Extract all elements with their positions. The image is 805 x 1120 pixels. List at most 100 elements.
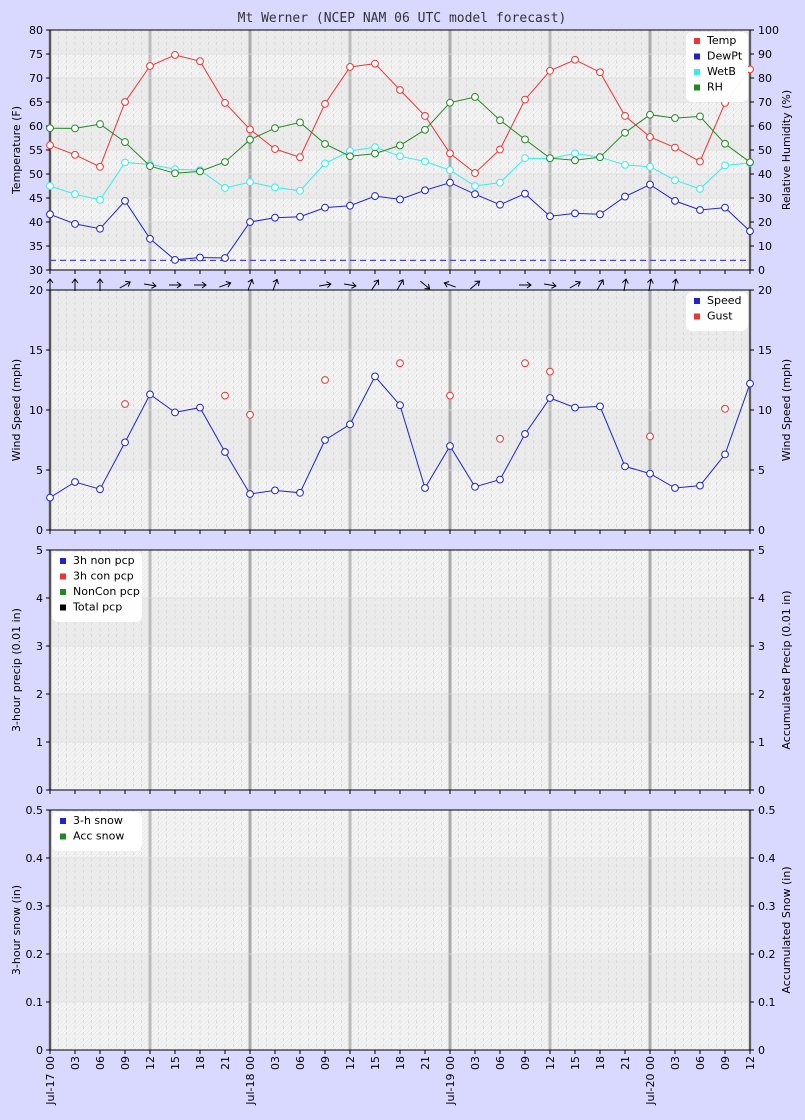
arrow-shaft: [319, 283, 331, 287]
arrow-shaft: [344, 283, 356, 287]
arrow-shaft: [247, 279, 253, 291]
legend-label: Speed: [707, 294, 741, 307]
wind-arrow-icon: [96, 278, 104, 291]
data-point-dewpt: [746, 227, 754, 236]
wind-arrow-icon: [519, 281, 532, 289]
data-point-temp: [146, 62, 154, 70]
y2-tick-label: 2: [758, 688, 765, 701]
chart-title: Mt Werner (NCEP NAM 06 UTC model forecas…: [238, 11, 567, 26]
y2-tick-label: 10: [758, 240, 772, 253]
data-point-wetb: [496, 178, 504, 187]
arrow-head: [247, 278, 254, 285]
y-tick-label: 0.3: [26, 900, 44, 913]
y-tick-label: 65: [29, 96, 43, 109]
x-tick-label: 15: [169, 1056, 182, 1070]
legend-label: 3h non pcp: [73, 554, 135, 567]
data-point-rh: [496, 116, 504, 125]
y-tick-label: 50: [29, 168, 43, 181]
y-tick-label: 30: [29, 264, 43, 277]
y-tick-label: 45: [29, 192, 43, 205]
data-point-rh: [421, 125, 429, 134]
wind-arrow-icon: [371, 279, 380, 291]
arrow-shaft: [272, 279, 278, 291]
x-tick-label: 12: [744, 1056, 757, 1070]
wind-arrow-icon: [144, 282, 157, 289]
y2-tick-label: 0.4: [758, 852, 776, 865]
y-tick-label: 0: [36, 784, 43, 797]
y-tick-label: 4: [36, 592, 43, 605]
y-tick-label: 2: [36, 688, 43, 701]
arrow-shaft: [569, 281, 581, 289]
data-point-speed: [471, 482, 479, 491]
data-point-speed: [71, 478, 79, 486]
data-point-dewpt: [196, 253, 204, 262]
legend-label: 3h con pcp: [73, 570, 134, 583]
data-point-dewpt: [571, 209, 579, 218]
data-point-gust: [321, 376, 329, 384]
x-tick-label: Jul-19 00: [444, 1056, 457, 1106]
data-point-dewpt: [521, 189, 529, 198]
y2-tick-label: 70: [758, 96, 772, 109]
data-point-speed: [746, 379, 754, 388]
data-point-wetb: [46, 182, 54, 190]
y2-tick-label: 100: [758, 24, 779, 37]
data-point-dewpt: [221, 254, 229, 262]
y2-tick-label: 0: [758, 524, 765, 537]
legend-swatch: [60, 833, 66, 840]
data-point-speed: [421, 484, 429, 492]
data-point-temp: [496, 145, 504, 154]
legend-swatch: [60, 818, 66, 824]
x-tick-label: Jul-17 00: [44, 1056, 57, 1106]
data-point-gust: [246, 410, 254, 419]
y2-tick-label: 0: [758, 264, 765, 277]
data-point-speed: [721, 450, 729, 459]
data-point-dewpt: [71, 220, 79, 228]
data-point-speed: [621, 462, 629, 471]
data-point-rh: [171, 169, 179, 178]
wind-arrow-icon: [169, 281, 182, 289]
x-tick-label: 09: [719, 1056, 732, 1070]
data-point-temp: [671, 143, 679, 152]
data-point-rh: [621, 128, 629, 137]
y2-tick-label: 80: [758, 72, 772, 85]
data-point-speed: [121, 438, 129, 447]
y2-tick-label: 60: [758, 120, 772, 133]
arrow-head: [71, 278, 79, 284]
y-tick-label: 10: [29, 404, 43, 417]
data-point-dewpt: [271, 213, 279, 222]
wind-arrow-icon: [71, 278, 79, 291]
x-tick-label: 18: [194, 1056, 207, 1070]
data-point-wetb: [696, 184, 704, 193]
data-point-dewpt: [471, 190, 479, 199]
panels-group: 3035404550556065707580010203040506070809…: [10, 24, 793, 1106]
arrow-head: [672, 278, 679, 284]
arrow-head: [443, 281, 450, 288]
legend-swatch: [60, 589, 66, 595]
wind-arrow-icon: [344, 282, 357, 289]
data-point-dewpt: [296, 212, 304, 221]
wind-arrow-icon: [622, 278, 629, 291]
data-point-temp: [596, 68, 604, 77]
data-point-speed: [46, 493, 54, 502]
data-point-gust: [521, 359, 529, 368]
legend-label: NonCon pcp: [73, 585, 140, 598]
data-point-rh: [596, 153, 604, 162]
data-point-dewpt: [396, 195, 404, 204]
data-point-dewpt: [146, 234, 154, 243]
y2-tick-label: 10: [758, 404, 772, 417]
legend-swatch: [60, 573, 66, 580]
y2-tick-label: 0.1: [758, 996, 776, 1009]
legend-swatch: [694, 313, 700, 320]
panel-2: 0 5 10 15 20 0 5 10 15 20 Wind Speed (mph) Wind Spe…: [10, 284, 793, 537]
data-point-temp: [346, 63, 354, 71]
data-point-speed: [571, 403, 579, 412]
data-point-wetb: [646, 162, 654, 171]
legend-label: Total pcp: [72, 601, 122, 614]
series-group: [46, 51, 754, 264]
arrow-head: [647, 278, 654, 284]
data-point-speed: [296, 488, 304, 497]
x-tick-label: 06: [694, 1056, 707, 1070]
arrow-shaft: [596, 279, 604, 291]
data-point-rh: [96, 120, 104, 128]
y-tick-label: 0: [36, 524, 43, 537]
